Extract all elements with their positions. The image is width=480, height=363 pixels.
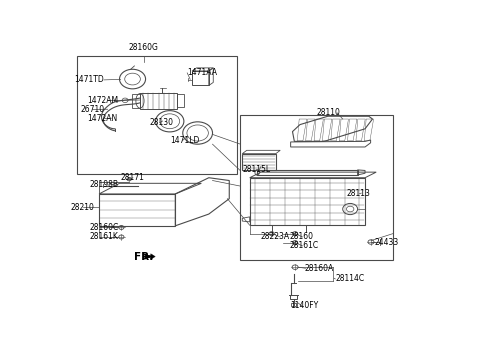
- Text: 1140FY: 1140FY: [290, 301, 319, 310]
- Text: FR.: FR.: [133, 252, 153, 262]
- Text: 24433: 24433: [374, 237, 398, 246]
- Text: 1472AN: 1472AN: [87, 114, 117, 123]
- Text: 26710: 26710: [81, 105, 105, 114]
- Text: 28114C: 28114C: [335, 274, 364, 284]
- Text: 28223A: 28223A: [260, 232, 289, 241]
- Text: 28160G: 28160G: [129, 43, 158, 52]
- Text: 28160A: 28160A: [305, 264, 334, 273]
- Text: 28171: 28171: [120, 173, 144, 182]
- Text: 1471TD: 1471TD: [74, 76, 104, 84]
- Text: 28160C: 28160C: [90, 223, 119, 232]
- Text: 1471LD: 1471LD: [170, 136, 200, 145]
- Polygon shape: [145, 254, 155, 259]
- Text: 28161C: 28161C: [290, 241, 319, 250]
- Text: 28115L: 28115L: [242, 166, 270, 174]
- Text: 28160: 28160: [290, 232, 314, 241]
- Text: 28161K: 28161K: [90, 232, 119, 241]
- Text: 1472AM: 1472AM: [87, 96, 118, 105]
- Text: 1471AA: 1471AA: [187, 68, 217, 77]
- Text: 28110: 28110: [317, 109, 340, 117]
- Text: 28130: 28130: [149, 118, 173, 127]
- Text: 28198B: 28198B: [90, 180, 119, 189]
- Text: 28113: 28113: [347, 189, 370, 198]
- Text: 28210: 28210: [71, 203, 94, 212]
